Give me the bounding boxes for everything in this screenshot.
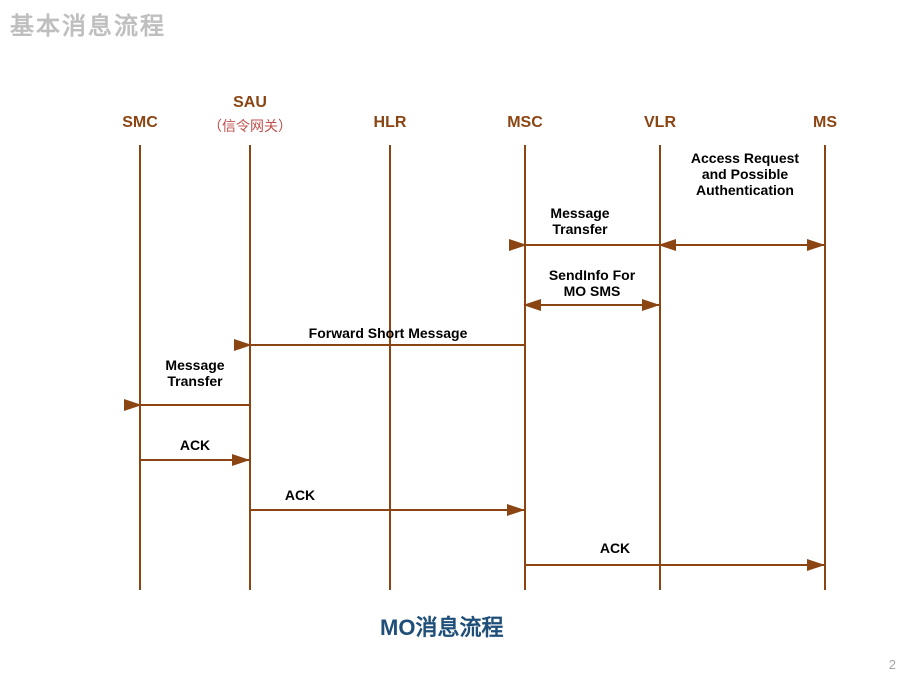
diagram-svg <box>0 0 920 690</box>
msg-sendinfo: SendInfo For MO SMS <box>549 267 635 299</box>
actor-sau-sub: （信令网关） <box>208 116 292 136</box>
page-number: 2 <box>889 657 896 672</box>
msg-msgtransfer2: Message Transfer <box>165 357 224 389</box>
actor-ms: MS <box>813 114 837 132</box>
actor-msc: MSC <box>507 114 543 132</box>
diagram-caption: MO消息流程 <box>380 610 503 642</box>
caption-rest: 消息流程 <box>415 615 503 640</box>
actor-sau: SAU <box>233 94 267 112</box>
caption-prefix: MO <box>380 615 415 640</box>
actor-vlr: VLR <box>644 114 676 132</box>
msg-ack2: ACK <box>285 487 315 503</box>
msg-access: Access Request and Possible Authenticati… <box>691 150 799 198</box>
msg-ack1: ACK <box>180 437 210 453</box>
sequence-diagram: 基本消息流程 SMCSAU（信令网关）HLRMSCVLRMS Access Re… <box>0 0 920 690</box>
actor-smc: SMC <box>122 114 158 132</box>
msg-msgtransfer1: Message Transfer <box>550 205 609 237</box>
msg-fwd: Forward Short Message <box>309 325 468 341</box>
actor-hlr: HLR <box>374 114 407 132</box>
msg-ack3: ACK <box>600 540 630 556</box>
